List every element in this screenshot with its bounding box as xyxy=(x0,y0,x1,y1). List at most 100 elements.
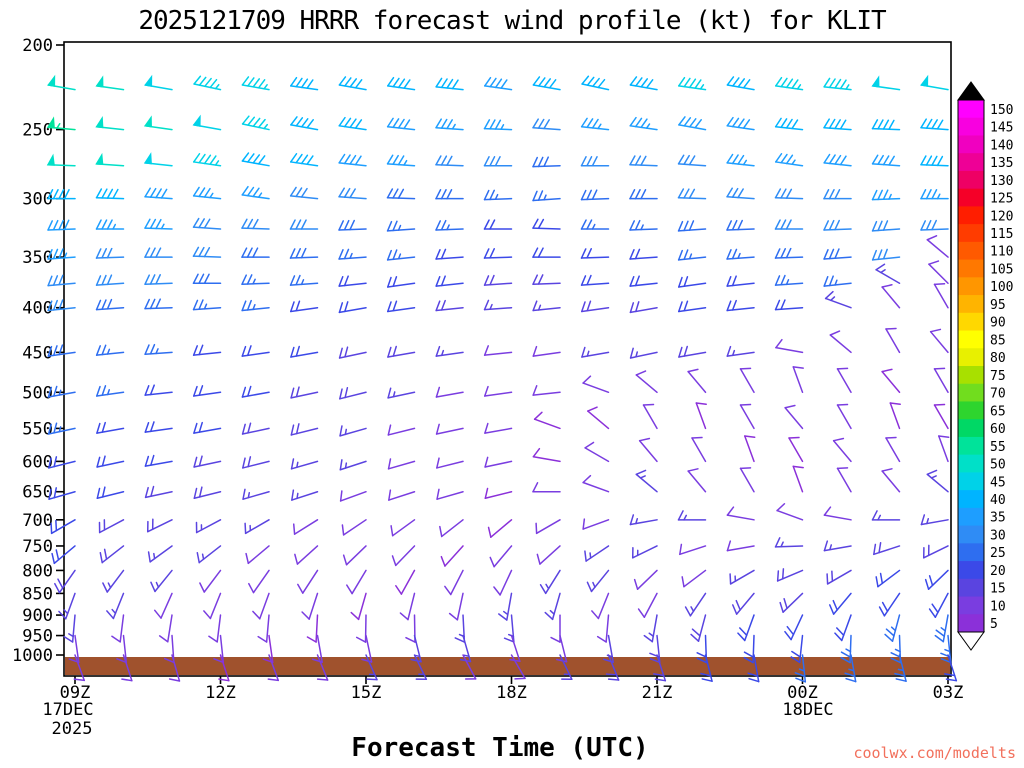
wind-barb xyxy=(635,370,658,394)
wind-barb xyxy=(532,345,561,357)
wind-barb xyxy=(95,344,125,356)
wind-barb xyxy=(51,545,76,565)
wind-barb xyxy=(96,421,125,434)
wind-barb xyxy=(832,437,852,463)
colorbar-segment xyxy=(958,135,984,154)
wind-barb xyxy=(828,592,852,615)
wind-barb xyxy=(774,299,804,311)
wind-barb xyxy=(47,274,76,287)
wind-barbs-layer xyxy=(46,74,958,683)
wind-barb xyxy=(241,299,270,312)
wind-barb xyxy=(775,76,804,91)
wind-barb xyxy=(294,545,319,565)
x-axis-tick-label: 00Z xyxy=(787,683,818,703)
wind-barb xyxy=(435,423,464,435)
wind-barb xyxy=(792,366,804,394)
colorbar-segment xyxy=(958,614,984,633)
wind-barb xyxy=(289,219,319,230)
wind-barb xyxy=(144,485,173,499)
wind-barb xyxy=(695,402,707,430)
colorbar-tick-label: 115 xyxy=(990,227,1013,242)
wind-barb xyxy=(290,386,319,399)
x-axis-tick-label: 15Z xyxy=(351,683,382,703)
wind-barb xyxy=(629,514,658,526)
colorbar-tick-label: 145 xyxy=(990,121,1013,136)
wind-barb xyxy=(98,519,125,534)
wind-barb xyxy=(544,592,561,621)
wind-barb xyxy=(794,654,807,683)
wind-barb xyxy=(144,273,173,285)
wind-barb xyxy=(199,569,222,593)
colorbar-segment xyxy=(958,401,984,420)
wind-barb xyxy=(690,614,707,642)
wind-barb xyxy=(435,386,464,398)
wind-barb xyxy=(920,118,949,131)
wind-barb xyxy=(924,569,949,590)
wind-barb xyxy=(581,346,610,358)
colorbar-arrow-top xyxy=(957,81,985,101)
wind-barb xyxy=(58,592,76,620)
wind-barb xyxy=(46,116,76,131)
colorbar-segment xyxy=(958,348,984,367)
wind-barb xyxy=(776,503,804,521)
wind-barb xyxy=(413,654,428,681)
wind-barb xyxy=(774,219,804,230)
wind-barb xyxy=(95,116,125,131)
wind-barb xyxy=(596,614,610,643)
wind-barb xyxy=(726,187,755,200)
wind-barb xyxy=(637,592,658,618)
wind-barb xyxy=(47,189,76,200)
y-axis-tick-label: 850 xyxy=(22,584,53,604)
wind-barb xyxy=(146,518,173,533)
colorbar-segment xyxy=(958,383,984,402)
wind-barb xyxy=(532,300,561,312)
wind-barb xyxy=(532,447,561,463)
plot-border xyxy=(63,41,952,677)
wind-barb xyxy=(823,153,852,167)
x-axis-title: Forecast Time (UTC) xyxy=(351,733,649,763)
wind-barb xyxy=(192,273,222,285)
colorbar-segment xyxy=(958,312,984,332)
wind-barb xyxy=(48,456,76,469)
wind-barb xyxy=(386,154,416,167)
wind-barb xyxy=(435,299,464,312)
wind-barb xyxy=(629,116,658,131)
wind-barb xyxy=(144,298,173,310)
wind-barb xyxy=(731,592,755,615)
colorbar-segment xyxy=(958,419,984,438)
wind-barb xyxy=(387,458,416,470)
wind-barb xyxy=(873,541,901,556)
wind-barb xyxy=(387,276,416,288)
wind-barb xyxy=(192,299,222,311)
wind-barb xyxy=(678,345,707,358)
wind-barb xyxy=(439,519,464,538)
colorbar-segment xyxy=(958,436,984,456)
y-axis-tick-label: 950 xyxy=(22,627,53,647)
wind-barb xyxy=(631,545,658,559)
colorbar-tick-label: 130 xyxy=(990,174,1013,189)
colorbar-tick-label: 10 xyxy=(990,599,1006,614)
wind-barb xyxy=(338,116,367,131)
wind-barb xyxy=(193,486,222,500)
wind-barb xyxy=(933,403,949,430)
wind-barb xyxy=(339,386,367,400)
wind-barb xyxy=(532,118,561,131)
wind-barb xyxy=(462,654,477,680)
wind-barb xyxy=(143,152,173,167)
wind-barb xyxy=(144,74,173,91)
colorbar-segment xyxy=(958,543,984,562)
wind-barb xyxy=(681,569,707,588)
wind-barb xyxy=(677,154,707,167)
wind-barb xyxy=(591,592,610,620)
wind-barb xyxy=(338,187,367,200)
wind-barb xyxy=(836,467,852,493)
wind-barb xyxy=(241,385,270,398)
wind-barb xyxy=(829,330,852,354)
colorbar-tick-label: 55 xyxy=(990,440,1006,455)
wind-barb xyxy=(338,76,367,91)
wind-barb xyxy=(338,346,367,359)
colorbar-segment xyxy=(958,153,984,172)
wind-barb xyxy=(678,276,707,288)
wind-barb xyxy=(581,75,610,91)
wind-barb xyxy=(444,569,464,596)
